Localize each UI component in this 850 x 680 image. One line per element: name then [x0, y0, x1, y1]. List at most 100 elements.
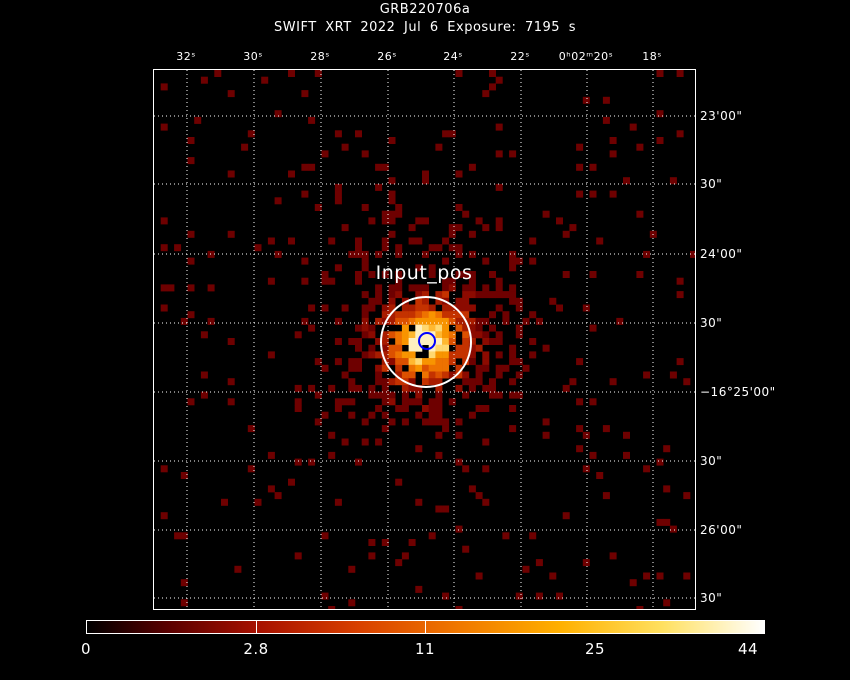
count-pixel	[475, 492, 483, 500]
count-pixel	[422, 317, 429, 325]
count-pixel	[401, 398, 409, 406]
count-pixel	[435, 411, 443, 419]
count-pixel	[415, 391, 423, 399]
count-pixel	[381, 378, 389, 386]
count-pixel	[468, 351, 476, 359]
count-pixel	[582, 304, 590, 312]
count-pixel	[589, 271, 597, 278]
count-pixel	[482, 331, 490, 339]
count-pixel	[462, 338, 470, 345]
count-pixel	[522, 565, 530, 573]
count-pixel	[395, 559, 403, 567]
dec-tick-label: 30"	[700, 316, 723, 330]
count-pixel	[489, 311, 496, 319]
count-pixel	[308, 384, 316, 392]
count-pixel	[609, 190, 617, 198]
count-pixel	[160, 123, 168, 131]
count-pixel	[482, 257, 490, 265]
count-pixel	[361, 257, 369, 265]
count-pixel	[482, 405, 490, 412]
count-pixel	[489, 291, 496, 299]
count-pixel	[522, 317, 530, 325]
count-pixel	[415, 384, 423, 392]
dec-tick-label: 30"	[700, 177, 723, 191]
count-pixel	[609, 150, 617, 158]
count-pixel	[462, 465, 470, 473]
count-pixel	[468, 324, 476, 332]
count-pixel	[428, 338, 436, 345]
count-pixel	[408, 237, 416, 245]
count-pixel	[489, 271, 496, 278]
count-pixel	[415, 217, 423, 225]
count-pixel	[482, 438, 490, 446]
count-pixel	[455, 297, 463, 305]
count-pixel	[187, 137, 195, 144]
count-pixel	[388, 304, 396, 312]
count-pixel	[462, 271, 470, 278]
count-pixel	[556, 592, 563, 600]
count-pixel	[408, 344, 416, 352]
count-pixel	[328, 606, 336, 609]
count-pixel	[294, 405, 302, 412]
count-pixel	[361, 317, 369, 325]
count-pixel	[462, 371, 470, 379]
count-pixel	[388, 391, 396, 399]
count-pixel	[408, 371, 416, 379]
count-pixel	[468, 384, 476, 392]
count-pixel	[415, 344, 423, 352]
count-pixel	[341, 224, 349, 232]
count-pixel	[361, 324, 369, 332]
count-pixel	[415, 237, 423, 245]
ra-tick-label: 24ˢ	[443, 50, 463, 63]
count-pixel	[415, 358, 423, 366]
count-pixel	[395, 271, 403, 278]
count-pixel	[482, 317, 490, 325]
count-pixel	[368, 324, 376, 332]
count-pixel	[428, 418, 436, 426]
count-pixel	[609, 378, 617, 386]
count-pixel	[502, 532, 510, 540]
count-pixel	[160, 465, 168, 473]
count-pixel	[442, 364, 450, 372]
count-pixel	[381, 210, 389, 218]
count-pixel	[301, 190, 309, 198]
count-pixel	[368, 391, 376, 399]
count-pixel	[435, 358, 443, 366]
count-pixel	[388, 317, 396, 325]
count-pixel	[408, 331, 416, 339]
count-pixel	[468, 378, 476, 386]
count-pixel	[529, 532, 537, 540]
count-pixel	[341, 371, 349, 379]
count-pixel	[462, 344, 470, 352]
count-pixel	[401, 351, 409, 359]
count-pixel	[676, 358, 684, 366]
count-pixel	[227, 230, 235, 238]
count-pixel	[602, 492, 610, 500]
count-pixel	[428, 271, 436, 278]
count-pixel	[509, 297, 517, 305]
count-pixel	[294, 552, 302, 560]
count-pixel	[361, 331, 369, 339]
count-pixel	[676, 130, 684, 138]
count-pixel	[328, 237, 336, 245]
count-pixel	[462, 291, 470, 299]
count-pixel	[368, 552, 376, 560]
count-pixel	[422, 371, 429, 379]
count-pixel	[442, 317, 450, 325]
count-pixel	[549, 297, 557, 305]
count-pixel	[294, 398, 302, 406]
count-pixel	[448, 371, 456, 379]
count-pixel	[495, 391, 503, 399]
count-pixel	[375, 291, 383, 299]
count-pixel	[582, 96, 590, 104]
count-pixel	[200, 371, 208, 379]
count-pixel	[321, 304, 329, 312]
count-pixel	[415, 264, 423, 272]
count-pixel	[455, 204, 463, 211]
count-pixel	[314, 391, 322, 399]
dec-tick-label: 23'00"	[700, 109, 743, 123]
count-pixel	[442, 505, 450, 513]
count-pixel	[509, 284, 517, 292]
count-pixel	[509, 250, 517, 258]
count-pixel	[462, 311, 470, 319]
